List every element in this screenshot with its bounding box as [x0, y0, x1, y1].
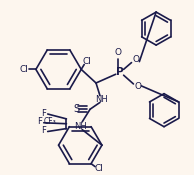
Text: CF₃: CF₃ — [43, 117, 56, 126]
Text: F: F — [37, 117, 42, 126]
Text: Cl: Cl — [20, 65, 29, 74]
Text: NH: NH — [96, 95, 108, 104]
Text: F: F — [41, 126, 46, 135]
Text: O: O — [133, 55, 140, 64]
Text: Cl: Cl — [94, 164, 103, 173]
Text: S: S — [73, 104, 79, 114]
Text: P: P — [116, 67, 124, 77]
Text: O: O — [135, 82, 142, 91]
Text: O: O — [114, 48, 121, 57]
Text: NH: NH — [74, 122, 87, 131]
Text: Cl: Cl — [83, 57, 92, 66]
Text: F: F — [41, 108, 46, 118]
